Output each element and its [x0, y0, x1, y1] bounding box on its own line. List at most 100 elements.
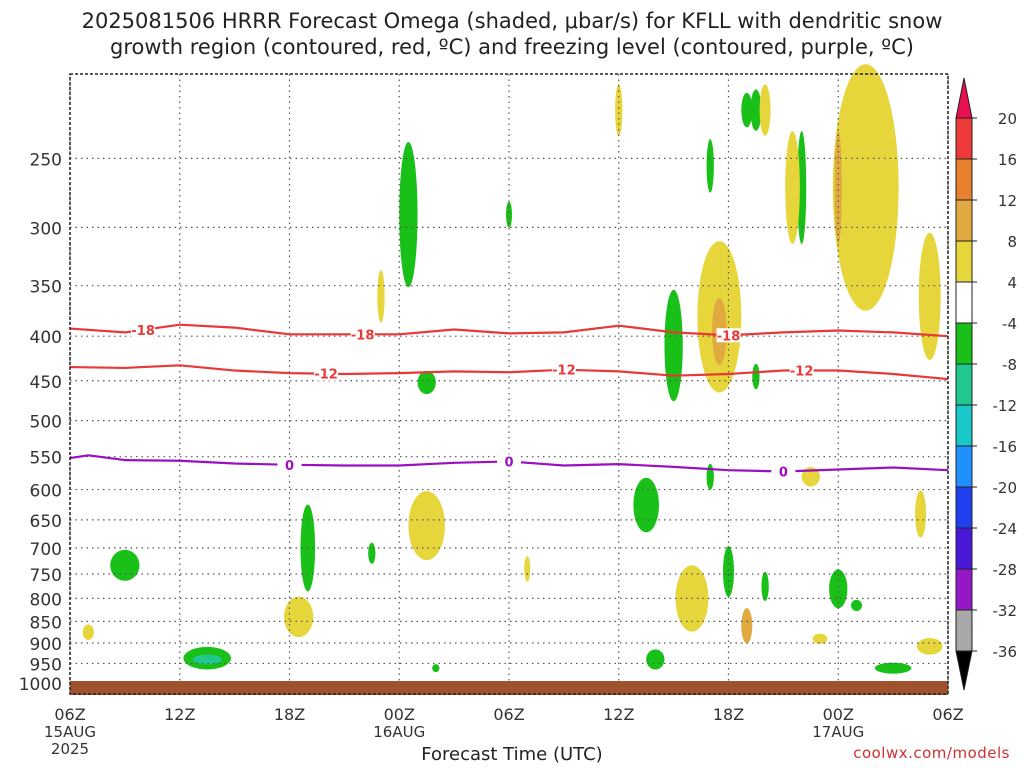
omega-region	[399, 141, 418, 288]
contour-label: -18	[131, 324, 155, 339]
x-tick-label: 06Z	[493, 705, 524, 724]
contour-label-bg	[314, 366, 339, 381]
colorbar-segment	[955, 527, 973, 570]
omega-region	[750, 89, 762, 131]
colorbar-label: -20	[993, 479, 1018, 497]
omega-region	[832, 64, 899, 311]
omega-region	[284, 596, 314, 638]
colorbar-segment	[955, 240, 973, 283]
colorbar-segment	[955, 363, 973, 406]
y-tick-label: 250	[30, 150, 62, 170]
y-tick-label: 900	[30, 635, 62, 655]
contour-label-bg	[716, 328, 741, 343]
omega-region	[723, 546, 734, 597]
y-tick-label: 350	[30, 278, 62, 298]
omega-region	[741, 92, 753, 128]
contour-line	[69, 323, 949, 338]
site-credit: coolwx.com/models	[853, 744, 1010, 762]
x-tick-label: 06Z	[54, 705, 85, 724]
x-axis-title: Forecast Time (UTC)	[421, 744, 603, 765]
plot-frame	[69, 73, 949, 695]
x-tick-date: 16AUG	[373, 723, 425, 741]
omega-region	[918, 232, 941, 360]
x-tick-label: 12Z	[603, 705, 634, 724]
colorbar-segment	[955, 199, 973, 242]
omega-region	[761, 571, 769, 602]
contour-label-bg	[497, 454, 521, 469]
omega-region	[664, 289, 683, 402]
chart-title: 2025081506 HRRR Forecast Omega (shaded, …	[81, 9, 943, 59]
omega-region	[408, 491, 445, 561]
x-tick-label: 18Z	[274, 705, 305, 724]
contour-label: -12	[552, 364, 576, 379]
colorbar-label: 8	[1007, 233, 1017, 251]
omega-region	[834, 131, 842, 244]
colorbar-label: 12	[998, 192, 1017, 210]
colorbar-segment	[955, 609, 973, 652]
x-tick-date: 15AUG	[44, 723, 96, 741]
x-tick-label: 00Z	[384, 705, 415, 724]
colorbar-label: -32	[993, 602, 1018, 620]
x-tick-year: 2025	[51, 740, 89, 758]
omega-region	[759, 84, 771, 136]
contour-label: -18	[717, 329, 741, 344]
contour-label-bg	[789, 363, 814, 378]
y-tick-label: 950	[30, 655, 62, 675]
omega-region	[432, 664, 440, 673]
y-tick-label: 450	[30, 373, 62, 393]
y-tick-label: 800	[30, 590, 62, 610]
omega-region	[646, 649, 665, 670]
contour-label: 0	[504, 455, 513, 470]
colorbar-segment	[955, 158, 973, 201]
omega-region	[916, 637, 943, 655]
x-tick-label: 06Z	[932, 705, 963, 724]
colorbar-label: -4	[1002, 315, 1017, 333]
colorbar-label: -24	[993, 520, 1018, 538]
colorbar-segment	[955, 281, 973, 324]
omega-region	[785, 131, 800, 244]
omega-region	[801, 466, 820, 487]
colorbar-segment	[955, 486, 973, 529]
omega-region	[368, 542, 376, 564]
omega-region	[915, 490, 927, 538]
omega-region	[829, 569, 848, 609]
omega-shading	[82, 64, 943, 674]
omega-region	[752, 363, 760, 390]
colorbar-segment	[955, 117, 973, 160]
colorbar-label: 16	[998, 151, 1017, 169]
omega-region	[524, 556, 531, 582]
colorbar-segment	[955, 404, 973, 447]
y-tick-label: 700	[30, 540, 62, 560]
y-tick-label: 600	[30, 482, 62, 502]
y-tick-label: 850	[30, 613, 62, 633]
contour-label: 0	[779, 466, 788, 481]
colorbar-label: -16	[993, 438, 1018, 456]
terrain-strip	[70, 681, 948, 695]
colorbar-label: -8	[1002, 356, 1017, 374]
colorbar-top-arrow	[955, 77, 973, 119]
omega-region	[110, 549, 140, 581]
x-tick-date: 17AUG	[812, 723, 864, 741]
y-tick-label: 500	[30, 413, 62, 433]
x-tick-label: 18Z	[713, 705, 744, 724]
x-tick-label: 00Z	[823, 705, 854, 724]
colorbar-segment	[955, 568, 973, 611]
omega-region	[417, 370, 436, 395]
colorbar-label: -12	[993, 397, 1018, 415]
y-tick-label: 300	[30, 219, 62, 239]
omega-region	[812, 633, 828, 644]
y-tick-label: 1000	[19, 675, 62, 695]
grid-lines	[69, 74, 949, 694]
omega-region	[192, 654, 222, 665]
temperature-contours: -18 -18 -18 -12 -12 -12 0 0 0	[69, 322, 949, 481]
omega-region	[615, 84, 623, 136]
colorbar-segment	[955, 322, 973, 365]
y-tick-label: 750	[30, 566, 62, 586]
omega-region	[506, 201, 512, 228]
contour-label: 0	[285, 459, 294, 474]
omega-region	[797, 131, 807, 244]
contour-label: -18	[351, 328, 375, 343]
colorbar-segment	[955, 445, 973, 488]
